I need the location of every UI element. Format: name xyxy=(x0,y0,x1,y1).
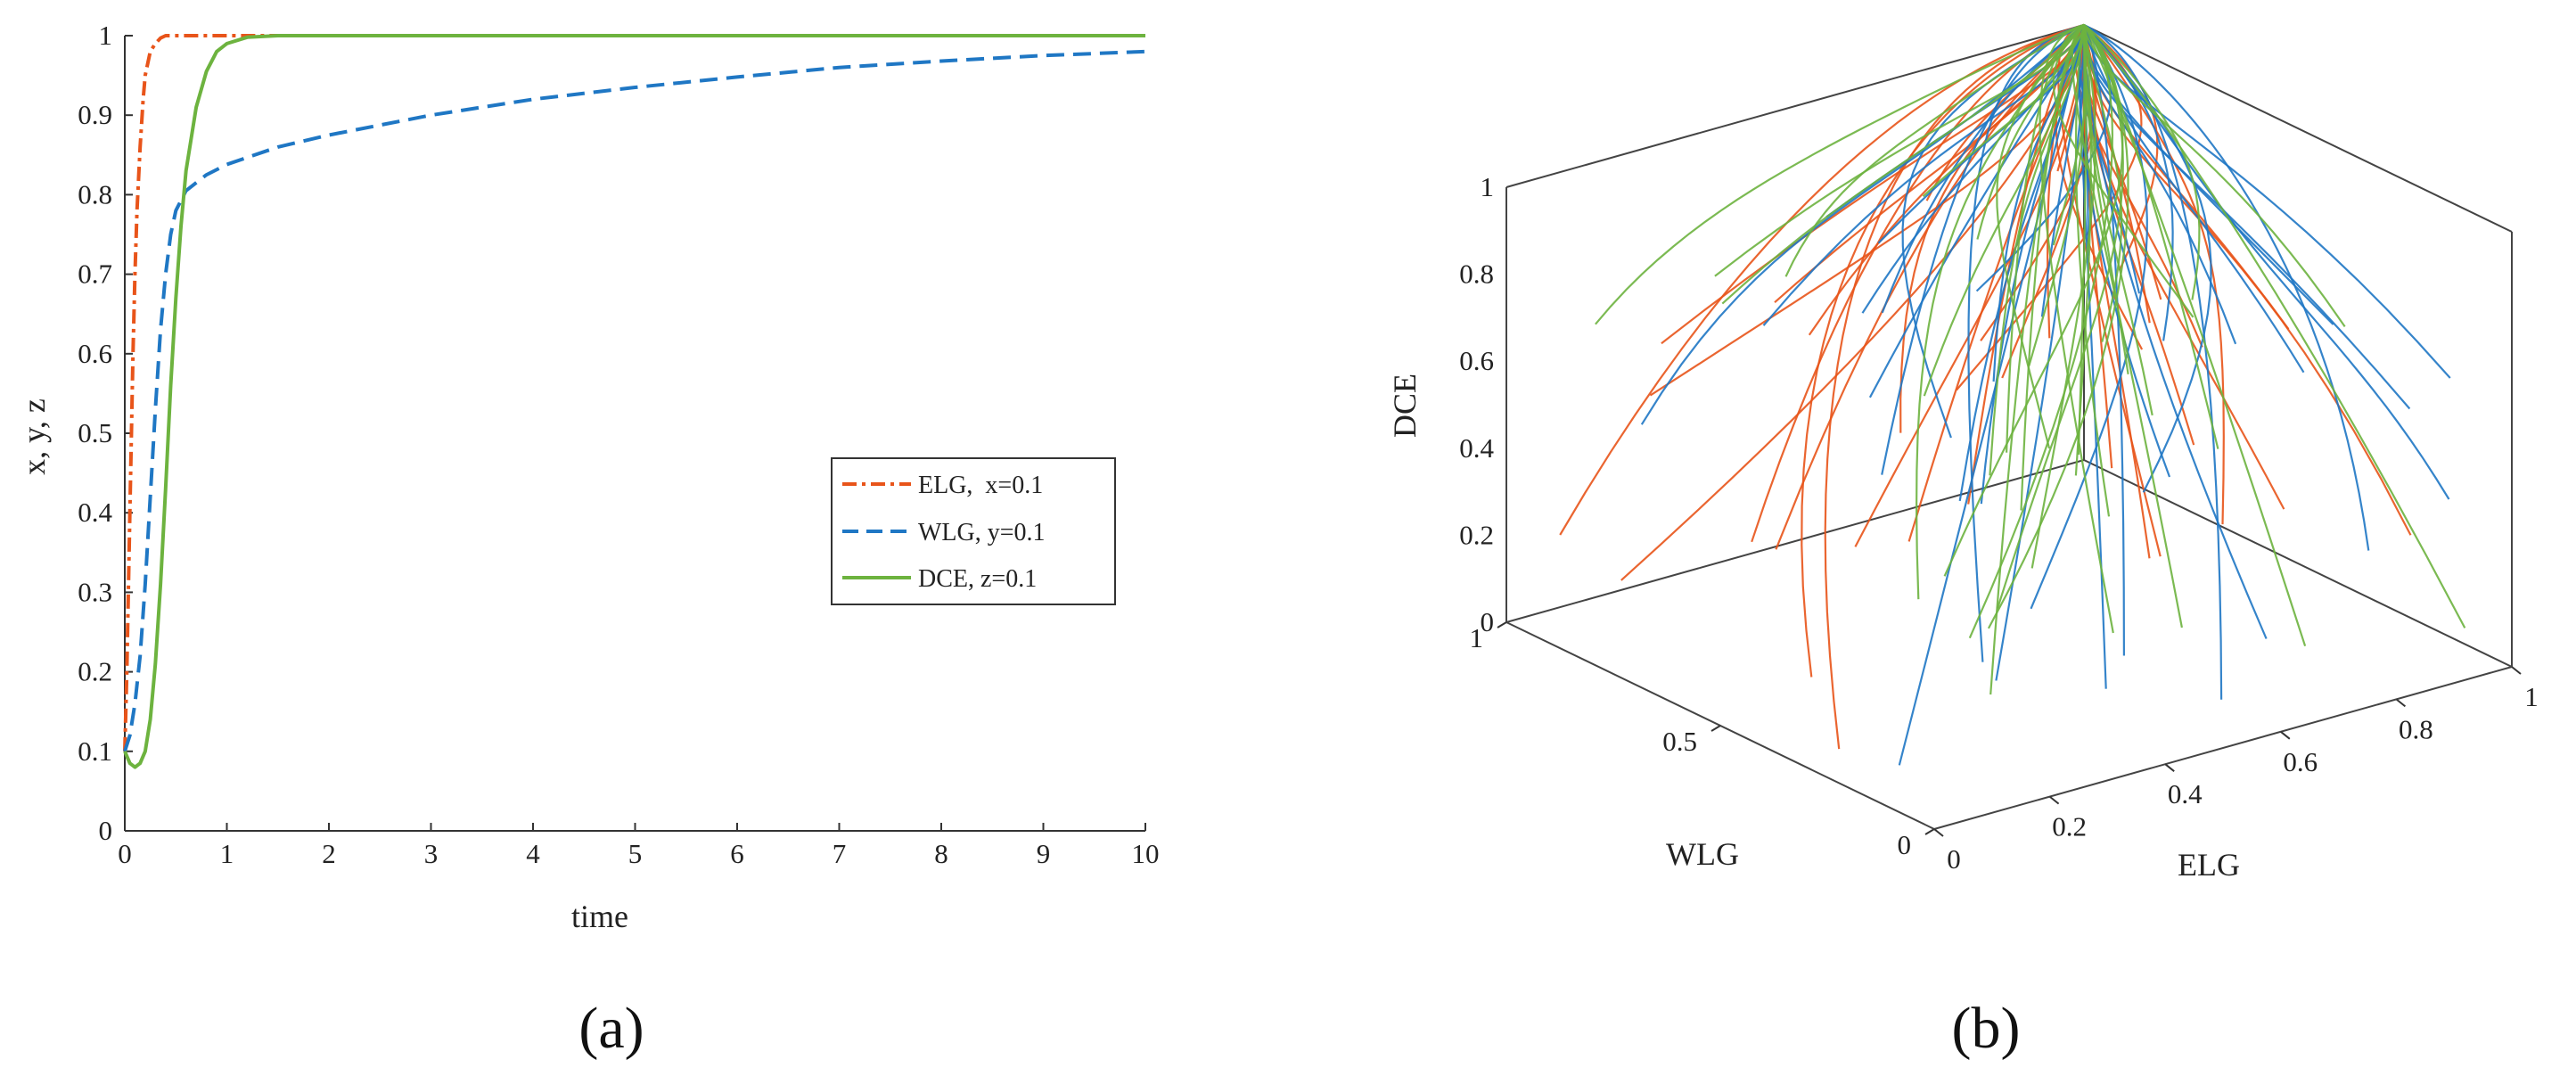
y-tick-label: 0.3 xyxy=(78,576,112,607)
x-tick-label: 5 xyxy=(628,838,643,869)
y-tick-label: 0.8 xyxy=(78,178,112,209)
x-tick-label: 10 xyxy=(1132,838,1160,869)
trajectory-line xyxy=(1595,23,2085,325)
y-tick-label: 1 xyxy=(1470,622,1484,653)
box-edge xyxy=(1505,24,2085,188)
z-tick-label: 0 xyxy=(1481,606,1495,637)
trajectory-line xyxy=(1996,24,2085,449)
x-tick-label: 7 xyxy=(833,838,847,869)
trajectory-line xyxy=(1989,24,2085,695)
legend-label-wlg: WLG, y=0.1 xyxy=(918,519,1046,546)
y-tick-label: 0.4 xyxy=(78,497,112,528)
panel-b-z-axis-label: DCE xyxy=(1387,374,1423,438)
panel-a-line-chart: 0 0.1 0.2 0.3 0.4 0.5 0.6 0.7 0.8 0.9 1 0 1 2 3 4 5 6 7 8 9… xyxy=(16,20,1160,1061)
trajectory-line xyxy=(2082,25,2346,328)
y-tick-label: 1 xyxy=(99,20,113,51)
panel-b-x-axis-label: ELG xyxy=(2178,847,2240,883)
trajectory-line xyxy=(1915,24,2085,600)
y-tick-label: 0.6 xyxy=(78,338,112,369)
x-tick-mark xyxy=(1933,828,1944,837)
x-tick-label: 4 xyxy=(526,838,540,869)
box-edge xyxy=(2083,459,2513,668)
trajectory-line xyxy=(2083,24,2223,700)
y-tick-label: 0 xyxy=(99,815,113,846)
x-tick-mark xyxy=(2280,731,2291,740)
panel-b-trajectories xyxy=(1559,23,2466,766)
x-tick-mark xyxy=(2395,698,2407,708)
panel-a-x-axis-label: time xyxy=(571,899,628,934)
series-line-wlg xyxy=(123,49,1146,752)
x-tick-mark xyxy=(2164,763,2175,772)
y-tick-mark xyxy=(1497,621,1507,628)
elg-axis-line xyxy=(1933,666,2513,830)
z-tick-label: 0.6 xyxy=(1459,345,1494,376)
panel-a-y-axis-label: x, y, z xyxy=(16,398,52,475)
x-tick-label: 1 xyxy=(2524,681,2539,712)
x-tick-label: 1 xyxy=(220,838,234,869)
x-tick-label: 9 xyxy=(1037,838,1051,869)
trajectory-line xyxy=(2083,24,2370,551)
panel-a-axes xyxy=(124,36,1145,832)
x-tick-label: 0.4 xyxy=(2168,778,2203,809)
x-tick-label: 0 xyxy=(118,838,132,869)
series-line-elg xyxy=(123,34,1145,752)
legend-label-dce: DCE, z=0.1 xyxy=(918,565,1037,593)
x-tick-label: 0.2 xyxy=(2052,811,2087,842)
trajectory-line xyxy=(2082,25,2123,342)
x-tick-label: 2 xyxy=(322,838,336,869)
y-tick-label: 0 xyxy=(1898,829,1912,860)
y-tick-mark xyxy=(1710,725,1721,732)
trajectory-line xyxy=(1943,24,2124,577)
trajectory-line xyxy=(2082,24,2307,647)
z-tick-label: 0.4 xyxy=(1459,432,1494,464)
series-line-dce xyxy=(123,34,1145,769)
y-tick-label: 0.1 xyxy=(78,735,112,767)
y-tick-label: 0.2 xyxy=(78,656,112,687)
panel-a-x-ticks: 0 1 2 3 4 5 6 7 8 9 10 xyxy=(118,823,1160,869)
trajectory-line xyxy=(2082,25,2412,536)
y-tick-label: 0.9 xyxy=(78,99,112,130)
panel-a-label: (a) xyxy=(578,996,644,1061)
panel-b-axes-box xyxy=(1505,24,2513,830)
x-tick-mark xyxy=(2048,795,2060,805)
x-tick-label: 0.6 xyxy=(2283,746,2318,777)
panel-a-y-ticks: 0 0.1 0.2 0.3 0.4 0.5 0.6 0.7 0.8 0.9 1 xyxy=(78,20,133,846)
y-tick-label: 0.5 xyxy=(1662,726,1697,757)
trajectory-line xyxy=(1989,25,2086,476)
trajectory-line xyxy=(2083,24,2201,300)
z-tick-label: 1 xyxy=(1481,171,1495,202)
panel-b-y-axis-label: WLG xyxy=(1666,836,1739,872)
trajectory-line xyxy=(1967,23,2085,662)
box-edge xyxy=(1505,459,2085,623)
x-tick-label: 0.8 xyxy=(2399,713,2433,744)
trajectory-line xyxy=(1824,23,2085,750)
y-tick-mark xyxy=(1924,828,1935,835)
y-tick-label: 0.7 xyxy=(78,259,112,290)
x-tick-label: 3 xyxy=(424,838,439,869)
z-tick-label: 0.8 xyxy=(1459,259,1494,290)
x-tick-mark xyxy=(2511,666,2522,675)
x-tick-label: 6 xyxy=(730,838,744,869)
panel-a-legend: ELG, x=0.1 WLG, y=0.1 DCE, z=0.1 xyxy=(831,457,1116,605)
x-tick-label: 8 xyxy=(934,838,948,869)
legend-label-elg: ELG, x=0.1 xyxy=(918,472,1043,499)
trajectory-line xyxy=(2082,25,2451,379)
panel-b-label: (b) xyxy=(1952,996,2021,1061)
x-tick-label: 0 xyxy=(1947,843,1961,875)
box-edge xyxy=(2083,24,2513,233)
panel-a-series xyxy=(123,34,1146,769)
y-tick-label: 0.5 xyxy=(78,417,112,448)
trajectory-line xyxy=(1784,23,2085,277)
z-tick-label: 0.2 xyxy=(1459,519,1494,550)
